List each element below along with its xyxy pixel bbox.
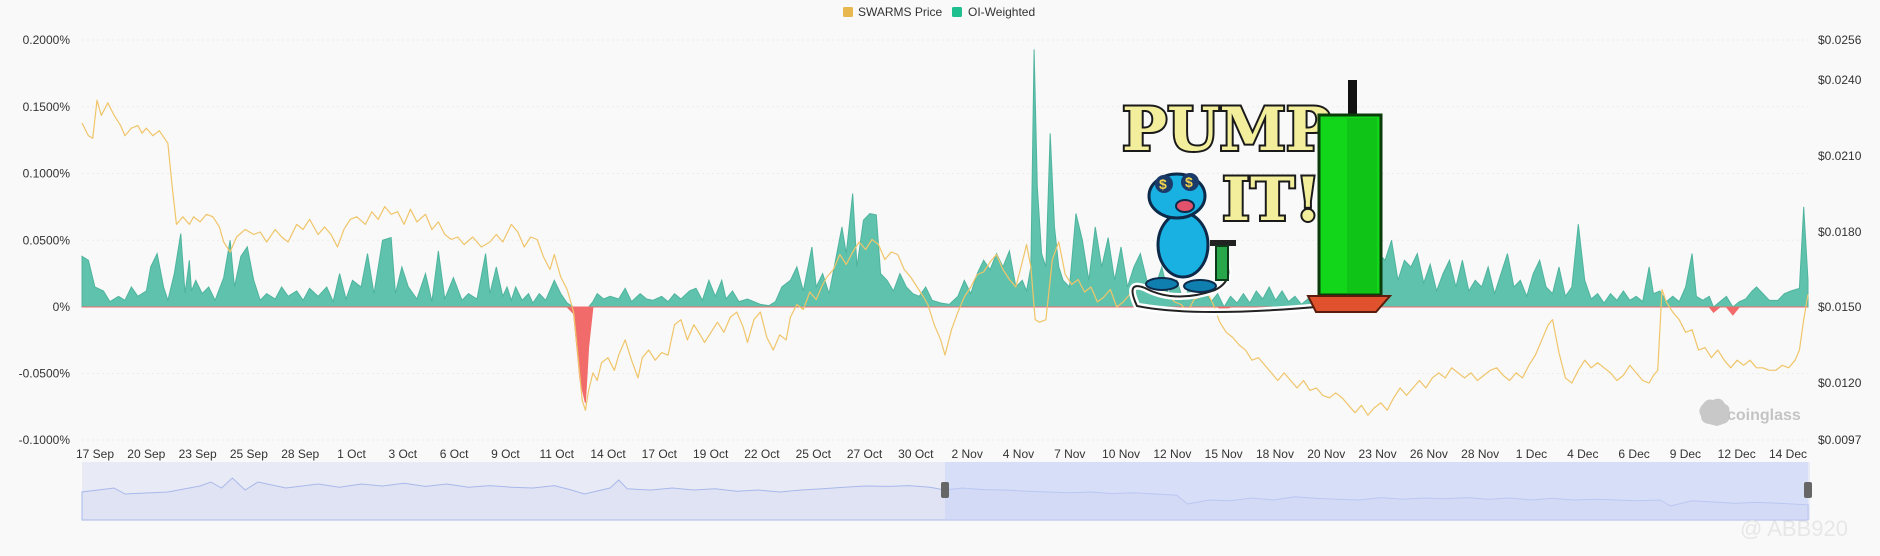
- x-tick-label: 30 Oct: [898, 447, 934, 461]
- x-tick-label: 27 Oct: [847, 447, 883, 461]
- price-line: [81, 99, 1809, 416]
- x-tick-label: 9 Oct: [491, 447, 520, 461]
- navigator-handle-left[interactable]: [941, 482, 949, 498]
- x-tick-label: 20 Sep: [127, 447, 165, 461]
- x-tick-label: 10 Nov: [1102, 447, 1140, 461]
- legend-item-oi[interactable]: OI-Weighted: [952, 5, 1035, 19]
- y-right-tick-label: $0.0210: [1818, 149, 1862, 163]
- range-navigator[interactable]: [81, 462, 1812, 521]
- x-tick-label: 1 Dec: [1516, 447, 1547, 461]
- pepe-body: [1156, 211, 1210, 279]
- x-tick-label: 6 Oct: [440, 447, 469, 461]
- y-left-tick-label: -0.0500%: [19, 367, 71, 381]
- x-tick-label: 25 Sep: [230, 447, 268, 461]
- pepe-mouth: [1175, 199, 1195, 213]
- x-tick-label: 3 Oct: [388, 447, 417, 461]
- x-tick-label: 4 Nov: [1003, 447, 1034, 461]
- y-left-tick-label: -0.1000%: [19, 433, 71, 447]
- x-tick-label: 1 Oct: [337, 447, 366, 461]
- price-series: [81, 99, 1809, 416]
- pepe-dollar-eye-left: $: [1159, 176, 1167, 192]
- pepe-eye-right: [1181, 173, 1199, 191]
- x-tick-label: 6 Dec: [1618, 447, 1649, 461]
- x-tick-label: 12 Nov: [1153, 447, 1191, 461]
- x-tick-label: 11 Oct: [539, 447, 574, 461]
- coinglass-wordmark: coinglass: [1727, 407, 1801, 424]
- coinglass-logo-icon: [1699, 398, 1730, 426]
- footer-watermark: @ ABB920: [1740, 516, 1848, 541]
- green-candle-icon: [1306, 80, 1393, 313]
- x-tick-label: 17 Oct: [642, 447, 678, 461]
- x-tick-label: 7 Nov: [1054, 447, 1085, 461]
- x-tick-label: 14 Dec: [1769, 447, 1807, 461]
- legend-swatch-oi: [952, 7, 962, 17]
- legend-label-price: SWARMS Price: [858, 5, 943, 19]
- x-tick-label: 17 Sep: [76, 447, 114, 461]
- x-tick-label: 23 Sep: [179, 447, 217, 461]
- candle-wick: [1348, 80, 1357, 120]
- y-right-tick-label: $0.0150: [1818, 300, 1862, 314]
- grid-layer: [82, 39, 1808, 441]
- x-tick-label: 18 Nov: [1256, 447, 1294, 461]
- x-tick-label: 4 Dec: [1567, 447, 1598, 461]
- y-right-tick-label: $0.0097: [1818, 433, 1862, 447]
- y-left-tick-label: 0%: [53, 300, 71, 314]
- legend-label-oi: OI-Weighted: [968, 5, 1035, 19]
- pepe-eye-left: [1155, 175, 1173, 193]
- navigator-handle-right[interactable]: [1804, 482, 1812, 498]
- x-tick-label: 22 Oct: [744, 447, 780, 461]
- y-right-tick-label: $0.0240: [1818, 73, 1862, 87]
- y-left-tick-label: 0.0500%: [23, 233, 71, 247]
- y-right-tick-label: $0.0180: [1818, 225, 1862, 239]
- pepe-foot-left: [1145, 277, 1179, 291]
- pump-barrel-icon: [1215, 245, 1229, 281]
- x-tick-label: 15 Nov: [1205, 447, 1243, 461]
- legend-item-price[interactable]: SWARMS Price: [843, 5, 943, 19]
- left-axis: 0.2000% 0.1500% 0.1000% 0.0500% 0% -0.0500% -0…: [19, 33, 71, 447]
- x-tick-label: 28 Sep: [281, 447, 319, 461]
- x-tick-label: 25 Oct: [796, 447, 832, 461]
- x-tick-label: 20 Nov: [1307, 447, 1345, 461]
- coinglass-watermark: coinglass: [1699, 398, 1801, 426]
- pepe-foot-right: [1183, 279, 1217, 293]
- x-tick-label: 12 Dec: [1718, 447, 1756, 461]
- x-tick-label: 2 Nov: [951, 447, 982, 461]
- x-tick-label: 9 Dec: [1670, 447, 1701, 461]
- pump-cable: [1129, 258, 1328, 316]
- x-tick-label: 26 Nov: [1410, 447, 1448, 461]
- x-tick-label: 14 Oct: [590, 447, 626, 461]
- pepe-dollar-eye-right: $: [1185, 174, 1193, 190]
- x-tick-label: 23 Nov: [1359, 447, 1397, 461]
- pepe-pumping-figure: $ $: [1145, 172, 1236, 293]
- oi-weighted-series: [81, 49, 1809, 403]
- legend-swatch-price: [843, 7, 853, 17]
- x-tick-label: 19 Oct: [693, 447, 729, 461]
- y-left-tick-label: 0.1000%: [23, 167, 71, 181]
- x-tick-label: 28 Nov: [1461, 447, 1499, 461]
- candle-shade: [1347, 118, 1377, 293]
- pump-handle: [1210, 240, 1236, 246]
- legend: SWARMS Price OI-Weighted: [843, 5, 1035, 19]
- navigator-selection[interactable]: [945, 462, 1808, 520]
- oi-weighted-area-positive: [81, 49, 1809, 309]
- it-word: IT!: [1222, 165, 1321, 235]
- y-right-tick-label: $0.0256: [1818, 33, 1862, 47]
- y-left-tick-label: 0.1500%: [23, 100, 71, 114]
- right-axis: $0.0256 $0.0240 $0.0210 $0.0180 $0.0150 $0.01…: [1818, 33, 1862, 447]
- pump-word: PUMP: [1122, 95, 1331, 165]
- y-left-tick-label: 0.2000%: [23, 33, 71, 47]
- x-axis: 17 Sep 20 Sep 23 Sep 25 Sep 28 Sep 1 Oct 3 Oct…: [76, 447, 1807, 461]
- oi-weighted-area-negative: [82, 306, 1808, 403]
- y-right-tick-label: $0.0120: [1818, 376, 1862, 390]
- pump-it-sticker: PUMP IT! $ $: [1120, 80, 1393, 316]
- candle-base: [1306, 295, 1393, 313]
